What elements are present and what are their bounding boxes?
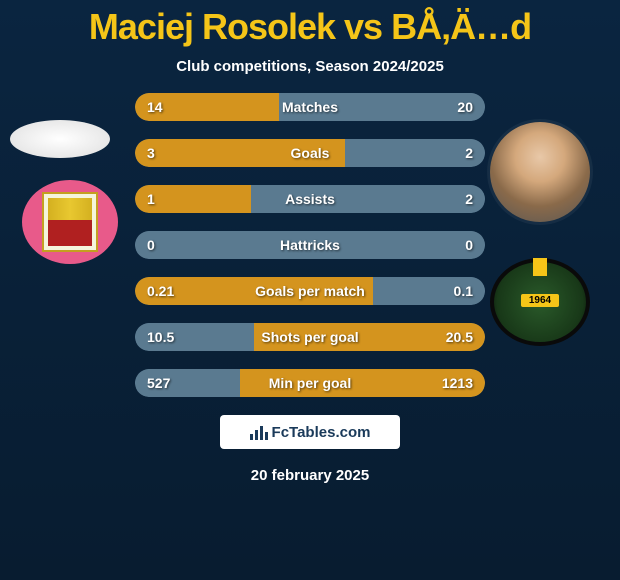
stat-row: 527 Min per goal 1213 <box>135 369 485 397</box>
stat-row: 10.5 Shots per goal 20.5 <box>135 323 485 351</box>
stat-value-right: 0.1 <box>454 283 473 299</box>
comparison-title: Maciej Rosolek vs BÅ‚Ä…d <box>0 0 620 48</box>
stat-value-left: 14 <box>147 99 163 115</box>
stat-value-right: 20 <box>457 99 473 115</box>
stat-label: Goals per match <box>255 283 365 299</box>
stats-container: 14Matches203Goals21Assists20Hattricks00.… <box>135 93 485 397</box>
stat-row: 0.21 Goals per match 0.1 <box>135 277 485 305</box>
stat-value-left: 0 <box>147 237 155 253</box>
stat-value-right: 2 <box>465 145 473 161</box>
stat-label: Assists <box>285 191 335 207</box>
stat-value-right: 20.5 <box>446 329 473 345</box>
brand-badge: FcTables.com <box>220 415 400 449</box>
stat-value-right: 0 <box>465 237 473 253</box>
stat-label: Goals <box>291 145 330 161</box>
comparison-date: 20 february 2025 <box>0 467 620 484</box>
comparison-subtitle: Club competitions, Season 2024/2025 <box>0 58 620 75</box>
stat-label: Min per goal <box>269 375 351 391</box>
club-badge-left <box>22 180 118 264</box>
brand-text: FcTables.com <box>272 424 371 441</box>
stat-row: 1 Assists 2 <box>135 185 485 213</box>
player-photo-left <box>10 120 110 158</box>
player-photo-right <box>490 122 590 222</box>
stat-value-left: 1 <box>147 191 155 207</box>
stat-value-right: 1213 <box>442 375 473 391</box>
stat-value-left: 0.21 <box>147 283 174 299</box>
stat-label: Hattricks <box>280 237 340 253</box>
club-badge-right: 1964 <box>490 258 590 346</box>
stat-value-left: 3 <box>147 145 155 161</box>
stat-value-right: 2 <box>465 191 473 207</box>
stat-row: 14 Matches 20 <box>135 93 485 121</box>
stat-row: 0 Hattricks 0 <box>135 231 485 259</box>
chart-bars-icon <box>250 424 268 440</box>
club-right-year: 1964 <box>521 294 559 307</box>
stat-row: 3 Goals 2 <box>135 139 485 167</box>
stat-value-left: 10.5 <box>147 329 174 345</box>
stat-value-left: 527 <box>147 375 170 391</box>
stat-label: Matches <box>282 99 338 115</box>
stat-label: Shots per goal <box>261 329 358 345</box>
